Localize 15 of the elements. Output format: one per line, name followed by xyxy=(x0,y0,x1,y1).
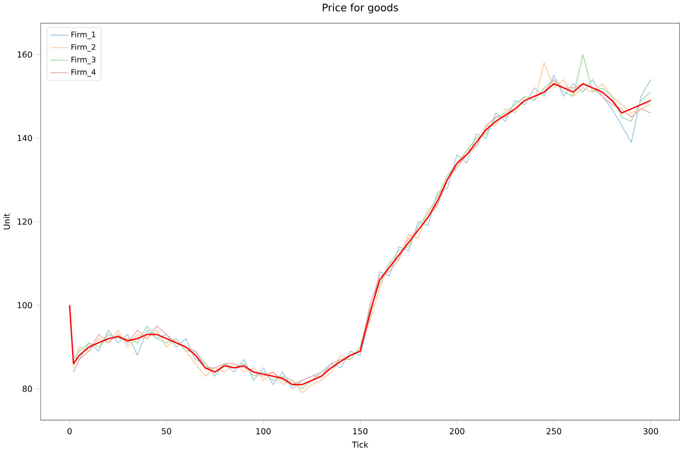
chart-title: Price for goods xyxy=(322,3,398,14)
y-tick-label: 100 xyxy=(18,302,32,308)
y-axis-title: Unit xyxy=(3,213,10,230)
x-tick-label: 50 xyxy=(162,428,172,434)
x-tick-label: 100 xyxy=(256,428,271,434)
x-tick-label: 300 xyxy=(644,428,658,434)
x-axis-title: Tick xyxy=(352,441,368,448)
y-tick-label: 140 xyxy=(18,134,32,142)
y-tick-label: 80 xyxy=(22,386,32,392)
y-tick-label: 120 xyxy=(18,218,32,225)
y-tick-label: 160 xyxy=(18,51,32,58)
x-tick-label: 0 xyxy=(68,428,72,434)
x-tick-label: 250 xyxy=(546,428,562,434)
x-tick-label: 150 xyxy=(353,428,368,434)
x-tick-label: 200 xyxy=(450,428,464,434)
